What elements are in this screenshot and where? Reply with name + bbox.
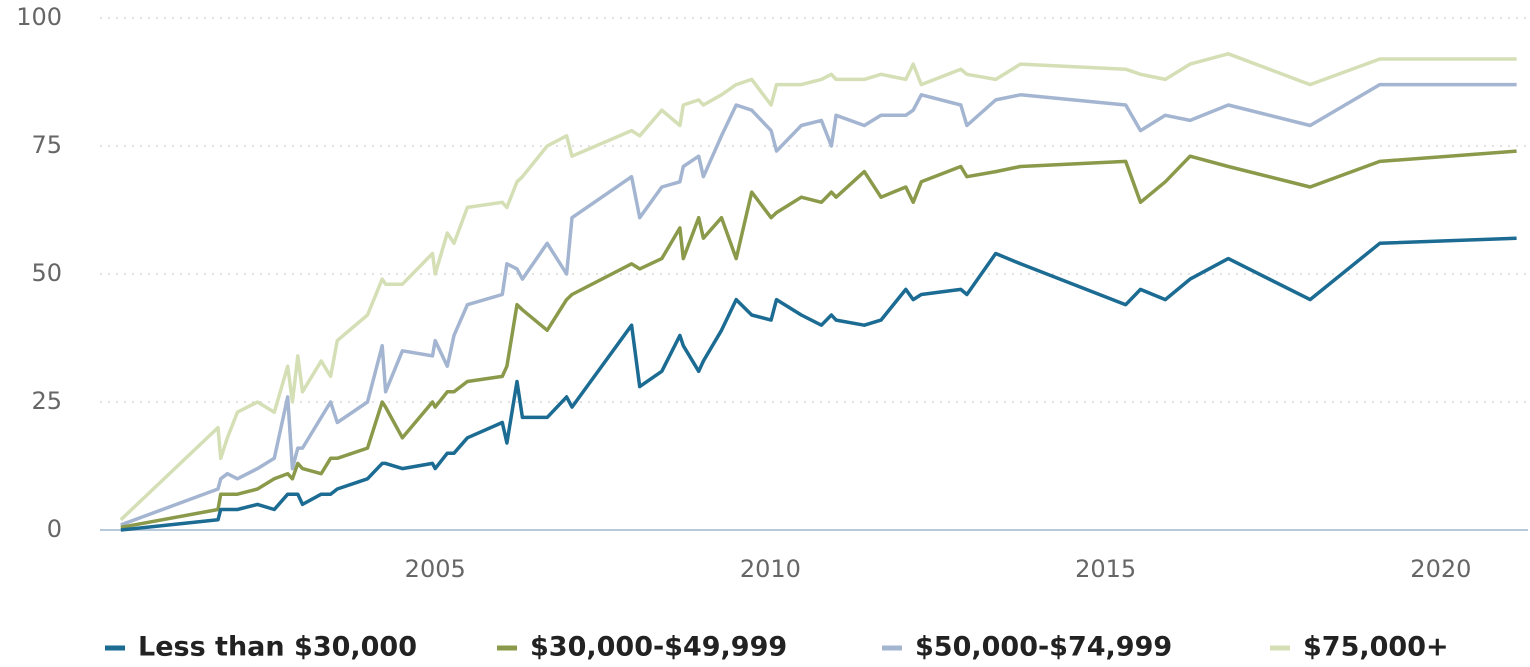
legend-label: Less than $30,000 bbox=[138, 632, 417, 663]
x-tick-label: 2015 bbox=[1075, 555, 1136, 583]
y-tick-label: 100 bbox=[16, 3, 62, 31]
y-tick-label: 75 bbox=[31, 131, 62, 159]
y-tick-label: 0 bbox=[47, 515, 62, 543]
series-line bbox=[119, 52, 1517, 522]
x-tick-label: 2020 bbox=[1410, 555, 1471, 583]
series-line bbox=[120, 82, 1517, 527]
legend-label: $30,000-$49,999 bbox=[530, 632, 787, 663]
series-line bbox=[120, 236, 1517, 532]
x-tick-label: 2005 bbox=[405, 555, 466, 583]
legend-label: $50,000-$74,999 bbox=[915, 632, 1172, 663]
x-tick-label: 2010 bbox=[740, 555, 801, 583]
legend-label: $75,000+ bbox=[1303, 632, 1449, 663]
series-line bbox=[120, 149, 1517, 530]
y-tick-label: 50 bbox=[31, 259, 62, 287]
y-tick-label: 25 bbox=[31, 387, 62, 415]
